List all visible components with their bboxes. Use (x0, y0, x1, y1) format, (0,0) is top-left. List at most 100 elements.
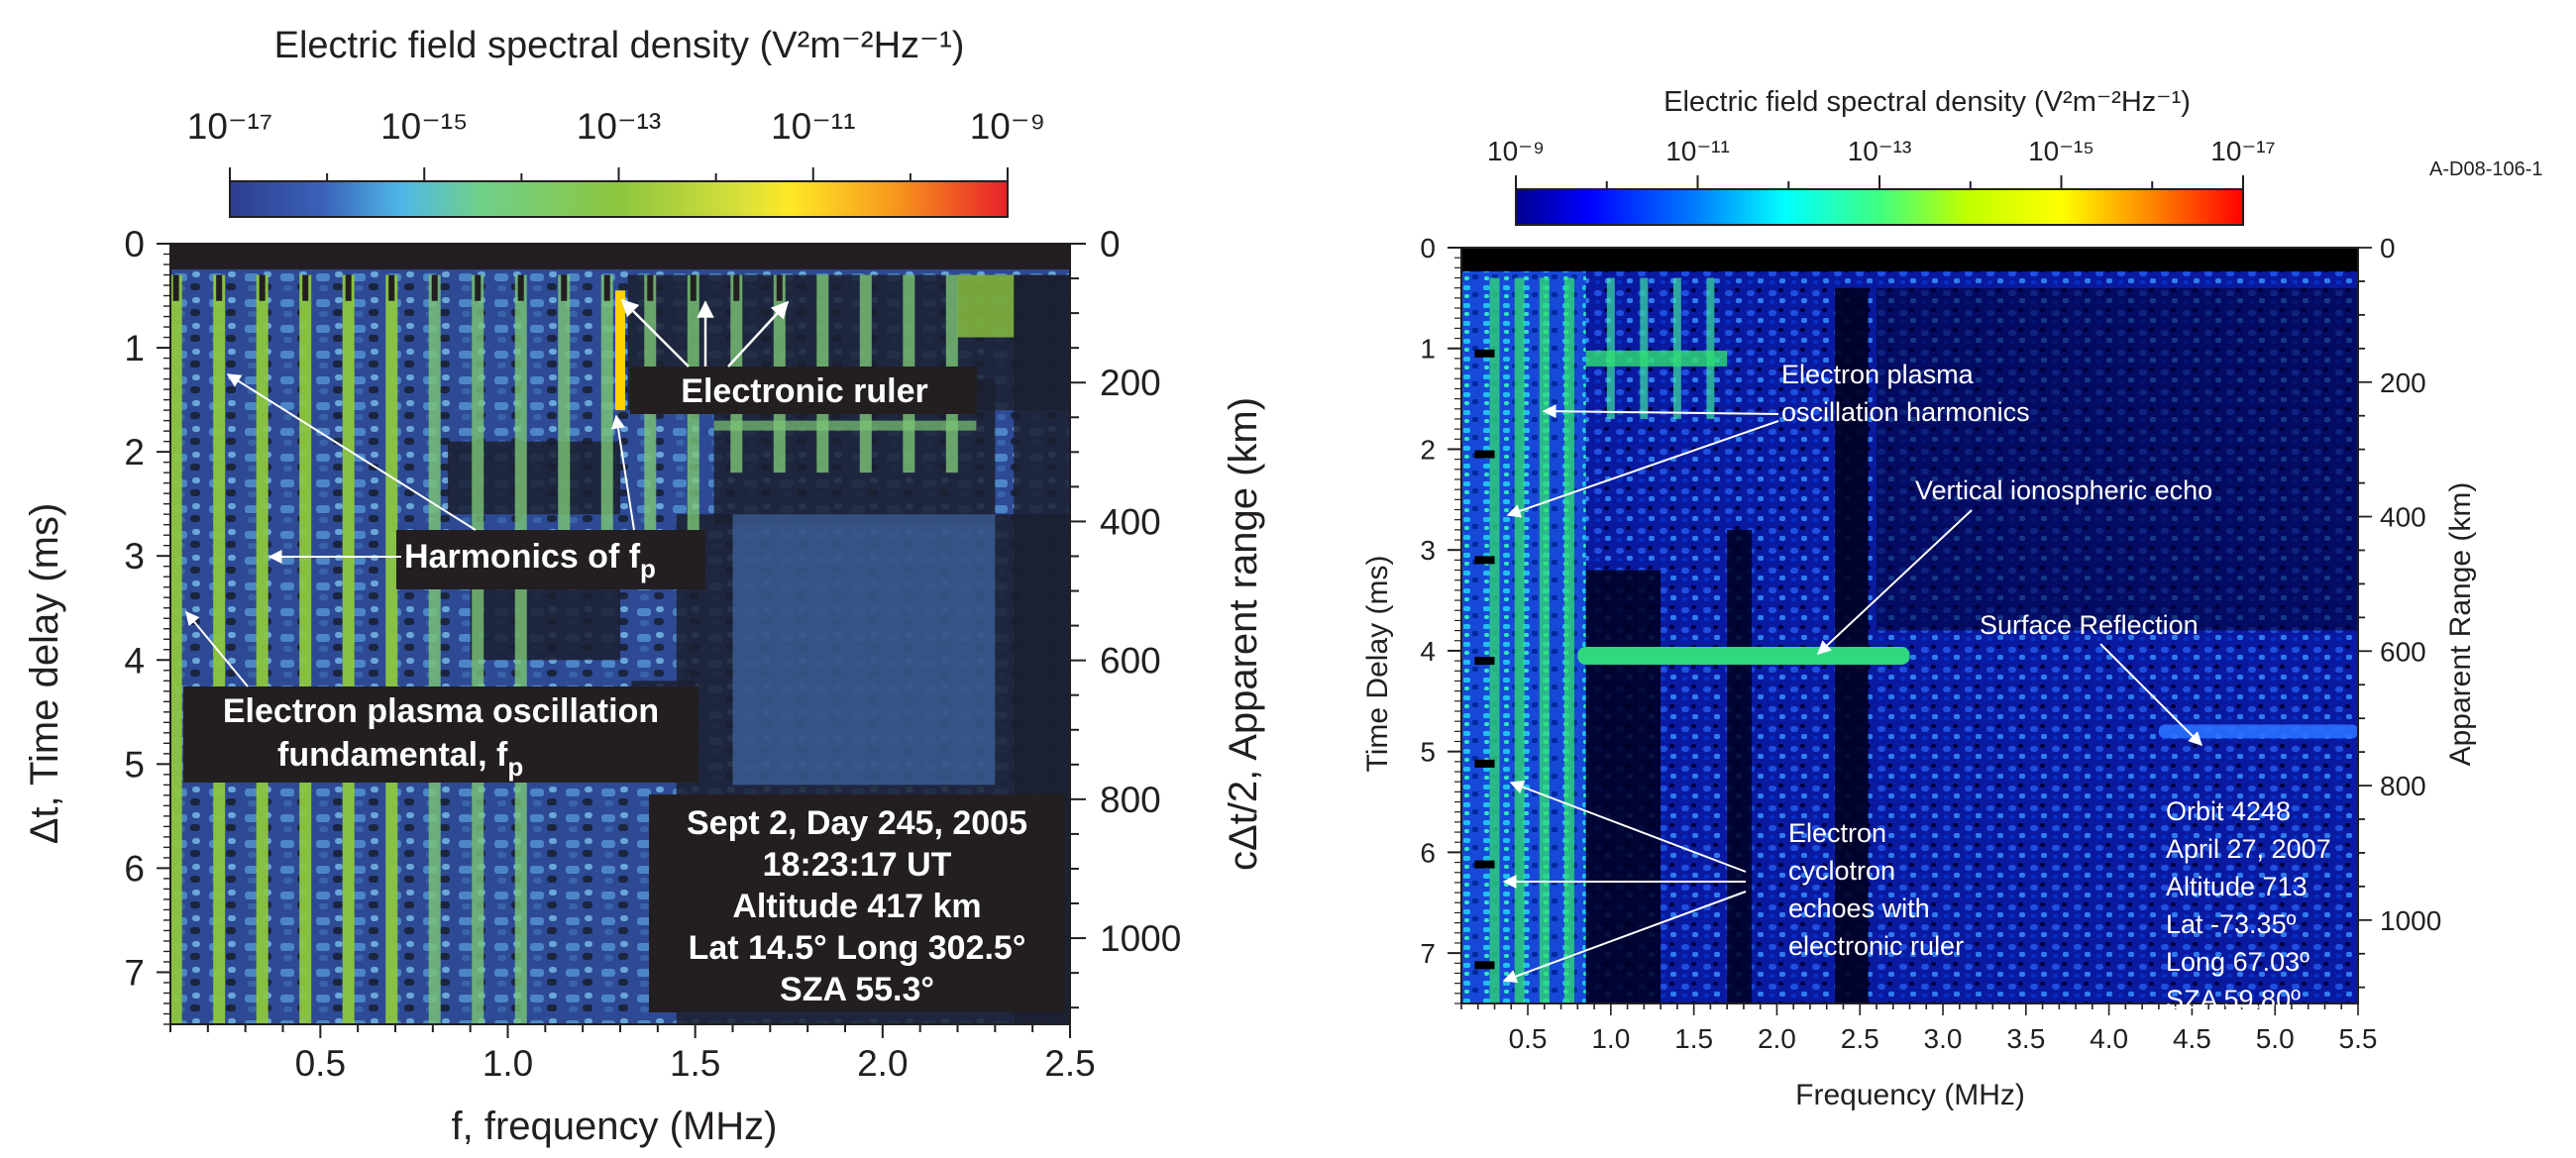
right-electronic-ruler (1474, 349, 1495, 970)
left-colorbar-tick-label: 10⁻⁹ (970, 106, 1046, 147)
left-y-tick-label: 4 (124, 640, 145, 681)
ionospheric-echo-trace (1577, 647, 1910, 666)
right-info-line: Long 67.03º (2166, 947, 2309, 977)
right-x-tick-label: 3.5 (2006, 1023, 2045, 1054)
right-info-box: Orbit 4248 April 27, 2007 Altitude 713 Lat … (2166, 796, 2331, 1014)
right-x-tick-label: 2.5 (1841, 1023, 1879, 1054)
left-colorbar-tick-label: 10⁻¹¹ (771, 106, 855, 147)
right-harmonic-line (1514, 277, 1525, 1003)
right-y2-tick-label: 800 (2380, 771, 2426, 801)
arrow-cyclotron-3 (1502, 891, 1747, 984)
left-y2-label: cΔt/2, Apparent range (km) (1222, 397, 1265, 871)
right-spectrogram (1461, 248, 2358, 1003)
arrow-ruler-3 (727, 300, 790, 368)
left-upper-band (957, 274, 1015, 338)
ruler-mark (690, 274, 697, 301)
ruler-mark (1474, 556, 1495, 565)
right-colorbar-tick-label: 10⁻¹⁵ (2028, 136, 2094, 166)
right-upper-harmonic (1706, 277, 1715, 419)
right-colorbar-tick-label: 10⁻⁹ (1487, 136, 1545, 166)
left-colorbar-tick-label: 10⁻¹³ (577, 106, 661, 147)
right-y-tick-label: 1 (1420, 334, 1436, 365)
label-plasma-harmonics-2: oscillation harmonics (1781, 397, 2030, 427)
harmonic-line (600, 274, 613, 557)
right-annotations: Electron plasma oscillation harmonics Ve… (1502, 360, 2331, 1014)
left-top-band (170, 244, 1070, 269)
right-colorbar-tick-label: 10⁻¹¹ (1665, 136, 1730, 166)
left-info-box: Sept 2, Day 245, 2005 18:23:17 UT Altitude… (687, 804, 1027, 1008)
right-x-tick-label: 5.0 (2256, 1023, 2295, 1054)
left-x-label: f, frequency (MHz) (452, 1105, 778, 1148)
right-harmonic-line (1489, 277, 1500, 1003)
ruler-mark (302, 274, 309, 301)
harmonic-line (428, 274, 441, 1024)
right-colorbar-title: Electric field spectral density (V²m⁻²Hz… (1664, 86, 2191, 118)
right-upper-harmonic (1640, 277, 1649, 419)
right-dark-strip (1727, 529, 1753, 1003)
label-plasma-harmonics-1: Electron plasma (1781, 360, 1975, 389)
ruler-mark (259, 274, 266, 301)
right-y2-tick-label: 400 (2380, 502, 2426, 533)
right-x-tick-label: 4.0 (2090, 1023, 2128, 1054)
left-info-line: Altitude 417 km (732, 888, 981, 925)
left-dark-region (470, 577, 620, 661)
left-electronic-ruler (172, 274, 783, 301)
right-spectral-features (1461, 248, 2358, 1003)
label-electronic-ruler: Electronic ruler (681, 372, 927, 410)
left-colorbar-title: Electric field spectral density (V²m⁻²Hz… (274, 25, 965, 66)
right-y-tick-label: 0 (1420, 233, 1436, 263)
right-top-band (1461, 248, 2358, 271)
left-y-label: Δt, Time delay (ms) (23, 503, 66, 845)
label-cyclotron-line: Electron (1788, 818, 1886, 848)
left-y-tick-label: 6 (124, 848, 145, 889)
ruler-mark (561, 274, 568, 301)
left-y2-tick-label: 400 (1100, 501, 1161, 542)
right-panel: Electric field spectral density (V²m⁻²Hz… (1361, 86, 2477, 1111)
arrow-harmonics-3 (611, 414, 635, 531)
label-cyclotron-line: electronic ruler (1788, 931, 1964, 961)
ruler-mark (1474, 860, 1495, 869)
left-y2-tick-label: 800 (1100, 780, 1161, 820)
harmonic-line (385, 274, 398, 1024)
right-x-tick-label: 1.5 (1674, 1023, 1713, 1054)
arrow-harmonics-1 (226, 373, 477, 531)
surface-reflection-trace (2158, 724, 2358, 739)
right-colorbar-tick-labels: 10⁻⁹ 10⁻¹¹ 10⁻¹³ 10⁻¹⁵ 10⁻¹⁷ (1487, 136, 2276, 166)
ruler-mark (517, 274, 524, 301)
left-info-line: SZA 55.3° (780, 971, 934, 1008)
ruler-mark (603, 274, 610, 301)
harmonic-line-hot (615, 290, 625, 411)
left-y-tick-label: 3 (124, 536, 145, 577)
right-dark-region (1585, 570, 1662, 1003)
right-y2-tick-label: 200 (2380, 368, 2426, 398)
ruler-mark (733, 274, 740, 301)
left-x-tick-label: 2.5 (1044, 1043, 1095, 1084)
left-y-tick-label: 7 (124, 952, 145, 993)
ruler-mark (1474, 450, 1495, 459)
label-cyclotron-line: echoes with (1788, 894, 1930, 923)
right-info-line: Altitude 713 (2166, 872, 2308, 901)
ruler-mark (776, 274, 783, 301)
ruler-mark (1474, 349, 1495, 358)
harmonic-line (299, 274, 312, 1024)
left-info-line: Lat 14.5° Long 302.5° (689, 929, 1026, 967)
right-info-line: SZA 59.80º (2166, 985, 2301, 1014)
right-harmonic-line (1563, 277, 1574, 1003)
ruler-mark (1474, 759, 1495, 768)
arrow-cyclotron-1 (1509, 780, 1747, 873)
right-y-tick-label: 5 (1420, 737, 1436, 768)
left-x-tick-label: 1.0 (483, 1043, 533, 1084)
label-fundamental-1: Electron plasma oscillation (223, 692, 659, 730)
left-colorbar (229, 180, 1009, 218)
label-cyclotron-line: cyclotron (1788, 856, 1895, 886)
harmonic-line (342, 274, 355, 1024)
ruler-mark (475, 274, 482, 301)
right-upper-harmonic (1672, 277, 1681, 419)
right-colorbar-tick-label: 10⁻¹⁷ (2210, 136, 2275, 166)
right-y-label: Time Delay (ms) (1361, 556, 1394, 773)
right-harmonic-line (1539, 277, 1550, 1003)
harmonic-line (256, 274, 268, 1024)
right-info-line: Orbit 4248 (2166, 796, 2291, 826)
right-info-line: April 27, 2007 (2166, 834, 2331, 864)
